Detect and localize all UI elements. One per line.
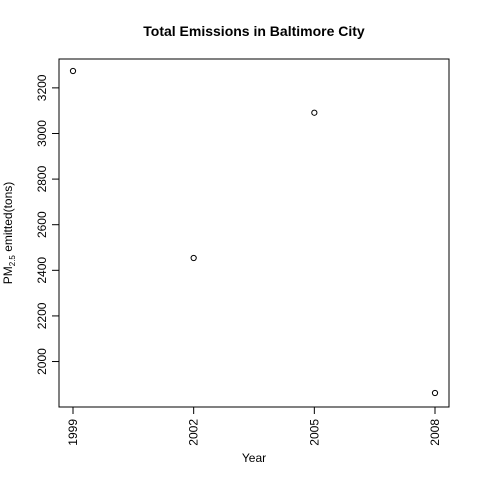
data-point bbox=[311, 109, 318, 116]
y-axis-label-subscript: 2.5 bbox=[8, 255, 17, 267]
y-tick-label: 2000 bbox=[35, 348, 49, 375]
x-tick-label: 2008 bbox=[428, 419, 442, 446]
data-point bbox=[69, 67, 77, 75]
data-points bbox=[69, 67, 439, 397]
y-axis: 2000 2200 2400 2600 2800 3000 3200 bbox=[35, 74, 59, 375]
y-tick-label: 2400 bbox=[35, 257, 49, 284]
x-tick-label: 2002 bbox=[187, 419, 201, 446]
y-tick-label: 3200 bbox=[35, 74, 49, 101]
y-axis-label: PM2.5 emitted(tons) bbox=[1, 182, 17, 284]
x-axis-label: Year bbox=[242, 451, 266, 465]
y-tick-label: 2200 bbox=[35, 302, 49, 329]
y-tick-label: 2600 bbox=[35, 211, 49, 238]
x-tick-label: 1999 bbox=[66, 419, 80, 446]
x-tick-label: 2005 bbox=[307, 419, 321, 446]
y-tick-label: 2800 bbox=[35, 165, 49, 192]
y-axis-label-suffix: emitted(tons) bbox=[1, 182, 15, 255]
data-point bbox=[190, 254, 197, 262]
y-tick-label: 3000 bbox=[35, 120, 49, 147]
y-axis-label-prefix: PM bbox=[1, 266, 15, 284]
x-axis: 1999 2002 2005 2008 bbox=[66, 407, 442, 446]
data-point bbox=[431, 389, 439, 397]
plot-area-box bbox=[58, 58, 450, 408]
chart-title: Total Emissions in Baltimore City bbox=[143, 23, 365, 39]
